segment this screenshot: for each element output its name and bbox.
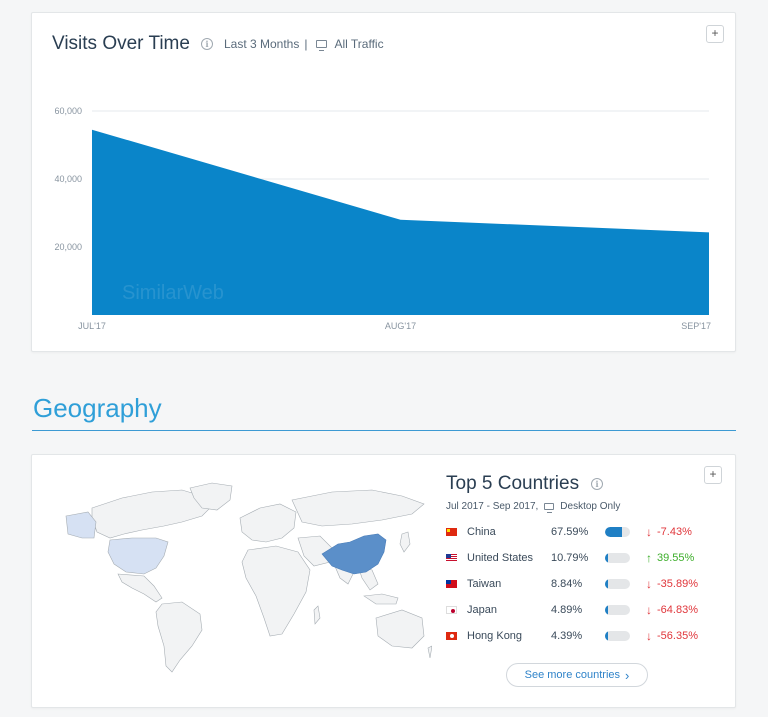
share-bar <box>605 631 630 641</box>
country-name[interactable]: United States <box>467 552 534 564</box>
expand-button[interactable]: + <box>704 466 722 484</box>
see-more-label: See more countries <box>524 669 621 681</box>
x-tick-label: AUG'17 <box>385 321 416 331</box>
share-bar <box>605 579 630 589</box>
x-tick-label: SEP'17 <box>681 321 711 331</box>
map-new-zealand[interactable] <box>427 645 432 659</box>
country-share: 67.59% <box>551 526 589 538</box>
country-share: 4.39% <box>551 630 583 642</box>
map-greenland[interactable] <box>189 482 233 511</box>
share-bar-fill <box>605 605 608 615</box>
x-tick-label: JUL'17 <box>78 321 106 331</box>
country-name[interactable]: Taiwan <box>467 578 502 590</box>
change-indicator: ↓ -64.83% <box>646 603 698 617</box>
world-map <box>65 482 432 673</box>
taiwan-flag-icon <box>446 580 457 588</box>
arrow-down-icon: ↓ <box>646 525 652 539</box>
geography-heading: Geography <box>33 393 162 423</box>
period-label[interactable]: Last 3 Months <box>223 37 300 51</box>
china-flag-icon <box>446 528 457 536</box>
country-row[interactable]: Taiwan 8.84% ↓ -35.89% <box>446 574 706 594</box>
change-indicator: ↓ -35.89% <box>646 577 698 591</box>
country-row[interactable]: Hong Kong 4.39% ↓ -56.35% <box>446 626 706 646</box>
visits-title: Visits Over Time <box>52 33 190 54</box>
device-label[interactable]: Desktop Only <box>560 501 621 512</box>
separator: | <box>304 37 308 51</box>
visits-chart: 20,000 40,000 60,000 SimilarWeb JUL'17 AUG'… <box>54 106 711 331</box>
y-tick-label: 20,000 <box>54 242 82 252</box>
share-bar <box>605 605 630 615</box>
country-name[interactable]: Hong Kong <box>467 630 523 642</box>
countries-meta-row: Jul 2017 - Sep 2017, Desktop Only <box>446 501 621 513</box>
us-flag-icon <box>446 554 457 562</box>
top-countries-title: Top 5 Countries <box>446 473 580 494</box>
country-row[interactable]: Japan 4.89% ↓ -64.83% <box>446 600 706 620</box>
change-indicator: ↑ 39.55% <box>646 551 694 565</box>
share-bar-fill <box>605 631 608 641</box>
arrow-down-icon: ↓ <box>646 577 652 591</box>
share-bar-fill <box>605 553 608 563</box>
info-icon[interactable]: i <box>200 38 213 50</box>
expand-button[interactable]: + <box>706 25 724 43</box>
visits-title-row: Visits Over Time i Last 3 Months | All T… <box>52 33 384 55</box>
map-china[interactable] <box>321 533 387 575</box>
similarweb-watermark: SimilarWeb <box>122 282 224 304</box>
arrow-down-icon: ↓ <box>646 603 652 617</box>
map-indonesia[interactable] <box>363 593 399 605</box>
country-share: 8.84% <box>551 578 583 590</box>
japan-flag-icon <box>446 606 457 614</box>
geography-divider <box>32 430 736 431</box>
share-bar-fill <box>605 579 608 589</box>
hong-kong-flag-icon <box>446 632 457 640</box>
change-value: -35.89% <box>657 578 698 590</box>
see-more-countries-button[interactable]: See more countries › <box>506 663 648 687</box>
country-name[interactable]: Japan <box>467 604 497 616</box>
map-madagascar[interactable] <box>313 605 321 625</box>
map-russia[interactable] <box>291 489 425 527</box>
change-indicator: ↓ -7.43% <box>646 525 692 539</box>
change-indicator: ↓ -56.35% <box>646 629 698 643</box>
country-share: 10.79% <box>551 552 589 564</box>
traffic-label[interactable]: All Traffic <box>334 37 384 51</box>
countries-title-row: Top 5 Countries i <box>446 473 604 495</box>
arrow-up-icon: ↑ <box>646 551 652 565</box>
y-tick-label: 60,000 <box>54 106 82 116</box>
monitor-icon <box>316 40 328 51</box>
map-australia[interactable] <box>375 609 425 649</box>
country-row[interactable]: United States 10.79% ↑ 39.55% <box>446 548 706 568</box>
map-south-america[interactable] <box>155 601 203 673</box>
map-japan[interactable] <box>399 531 411 553</box>
share-bar <box>605 527 630 537</box>
country-share: 4.89% <box>551 604 583 616</box>
map-alaska[interactable] <box>65 511 97 539</box>
date-range[interactable]: Jul 2017 - Sep 2017, <box>446 501 539 512</box>
map-united-states[interactable] <box>107 537 169 575</box>
map-europe[interactable] <box>239 503 297 543</box>
map-mexico[interactable] <box>117 573 163 603</box>
map-canada[interactable] <box>91 489 213 539</box>
change-value: -64.83% <box>657 604 698 616</box>
arrow-down-icon: ↓ <box>646 629 652 643</box>
country-name[interactable]: China <box>467 526 496 538</box>
visits-area <box>92 129 709 315</box>
share-bar <box>605 553 630 563</box>
chevron-right-icon: › <box>625 667 630 683</box>
y-tick-label: 40,000 <box>54 174 82 184</box>
change-value: 39.55% <box>657 552 695 564</box>
change-value: -7.43% <box>657 526 692 538</box>
map-africa[interactable] <box>241 545 311 637</box>
info-icon[interactable]: i <box>591 478 604 490</box>
country-row[interactable]: China 67.59% ↓ -7.43% <box>446 522 706 542</box>
visits-over-time-card: Visits Over Time i Last 3 Months | All T… <box>31 12 736 352</box>
share-bar-fill <box>605 527 622 537</box>
change-value: -56.35% <box>657 630 698 642</box>
monitor-icon <box>544 503 555 513</box>
